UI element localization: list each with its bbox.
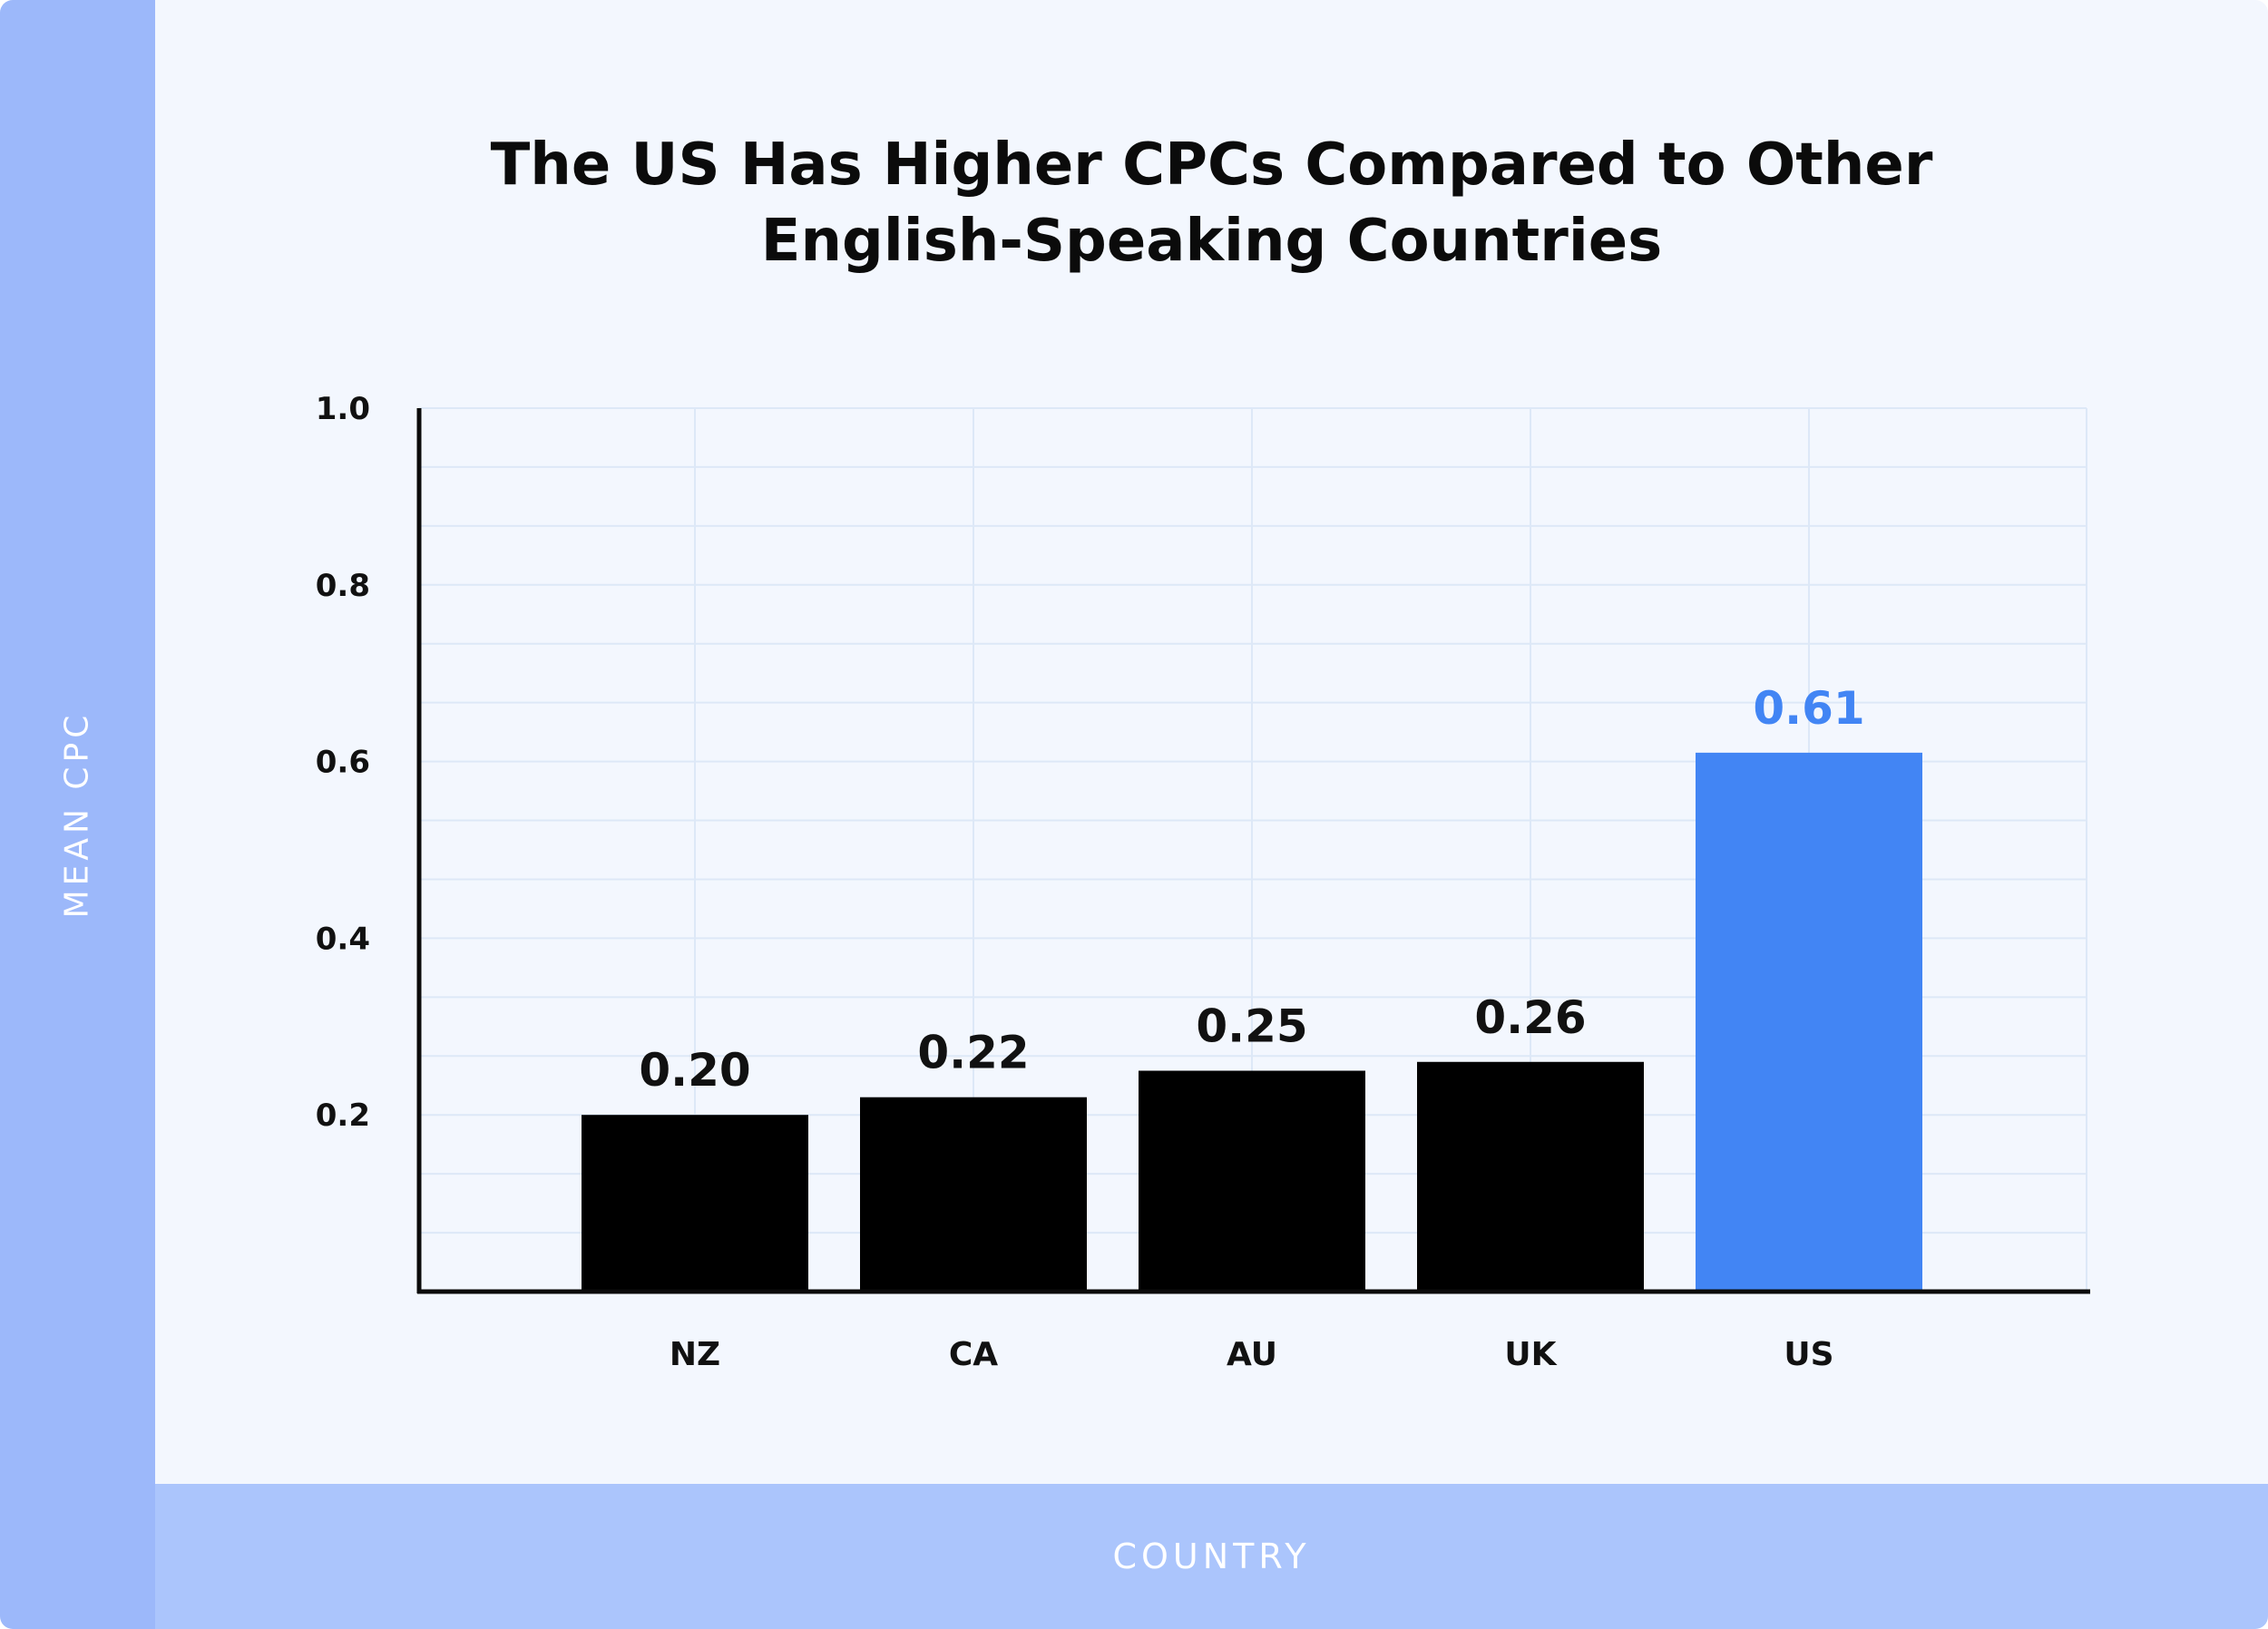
- x-tick-label-uk: UK: [1504, 1336, 1557, 1373]
- data-label-nz: 0.20: [639, 1044, 750, 1097]
- y-tick-label: 0.6: [316, 745, 370, 781]
- data-label-au: 0.25: [1196, 1000, 1307, 1053]
- y-tick-label: 0.8: [316, 568, 370, 604]
- y-tick-label: 1.0: [316, 391, 370, 427]
- x-tick-label-au: AU: [1227, 1336, 1277, 1373]
- data-label-ca: 0.22: [917, 1027, 1029, 1079]
- bar-au: [1139, 1070, 1365, 1292]
- x-tick-label-us: US: [1784, 1336, 1833, 1373]
- data-label-uk: 0.26: [1474, 991, 1586, 1044]
- chart-title-line-1: The US Has Higher CPCs Compared to Other: [490, 132, 1933, 199]
- bar-nz: [582, 1115, 808, 1292]
- bar-ca: [860, 1097, 1087, 1292]
- x-axis-title: COUNTRY: [1112, 1536, 1311, 1576]
- data-label-us: 0.61: [1753, 682, 1864, 735]
- y-axis-title-band: [0, 0, 155, 1629]
- bar-us: [1696, 752, 1922, 1292]
- chart-title: The US Has Higher CPCs Compared to Other…: [155, 127, 2268, 279]
- x-axis-title-band: [155, 1484, 2268, 1629]
- y-tick-label: 0.2: [316, 1097, 370, 1134]
- x-tick-label-ca: CA: [949, 1336, 998, 1373]
- x-tick-label-nz: NZ: [670, 1336, 720, 1373]
- bar-uk: [1417, 1061, 1644, 1292]
- chart-title-line-2: English-Speaking Countries: [760, 208, 1663, 275]
- y-tick-label: 0.4: [316, 921, 370, 957]
